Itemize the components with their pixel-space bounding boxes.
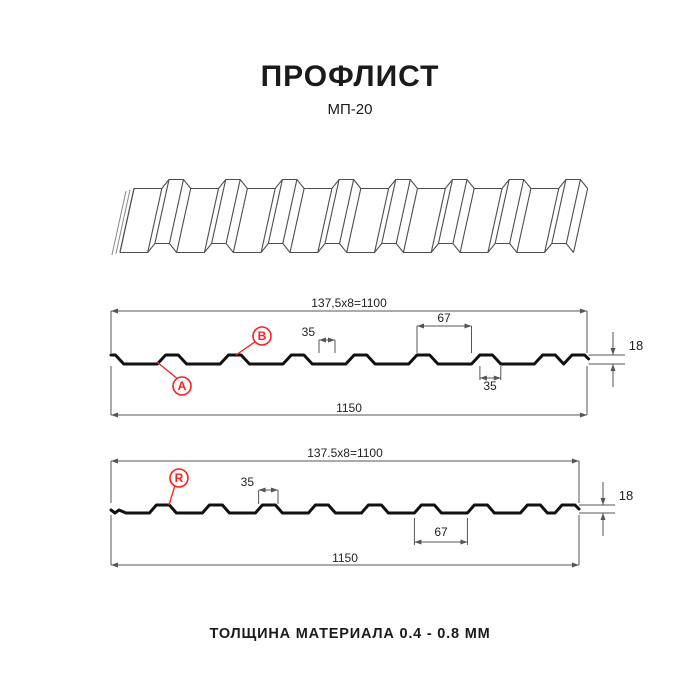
svg-text:137.5x8=1100: 137.5x8=1100 xyxy=(307,446,383,460)
svg-text:1150: 1150 xyxy=(332,551,358,565)
svg-text:R: R xyxy=(175,471,184,485)
svg-text:18: 18 xyxy=(619,488,633,503)
svg-text:67: 67 xyxy=(434,525,448,539)
svg-text:35: 35 xyxy=(241,475,255,489)
